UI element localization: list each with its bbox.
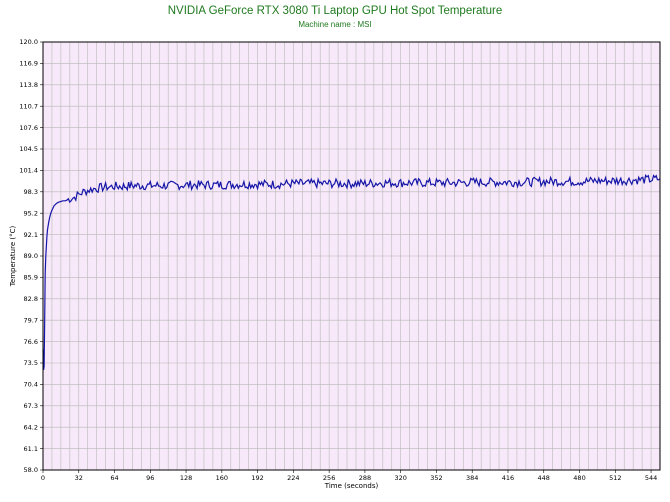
grid-lines	[43, 42, 660, 470]
chart-title: NVIDIA GeForce RTX 3080 Ti Laptop GPU Ho…	[167, 5, 503, 17]
x-axis-label: Time (seconds)	[324, 482, 379, 490]
y-tick-label: 116.9	[19, 60, 38, 68]
y-tick-label: 58.0	[24, 466, 38, 474]
y-tick-label: 104.5	[19, 145, 38, 153]
x-tick-label: 192	[251, 474, 263, 482]
x-tick-label: 224	[287, 474, 299, 482]
x-tick-label: 96	[146, 474, 154, 482]
y-axis-ticks: 120.0 116.9 113.8 110.7 107.6 104.5 101.4 98.3 9…	[19, 38, 43, 474]
x-tick-label: 0	[41, 474, 45, 482]
x-tick-label: 64	[110, 474, 118, 482]
x-tick-label: 544	[645, 474, 657, 482]
x-tick-label: 128	[180, 474, 192, 482]
y-tick-label: 79.7	[24, 316, 38, 324]
x-tick-label: 480	[573, 474, 585, 482]
y-tick-label: 113.8	[19, 81, 38, 89]
y-tick-label: 120.0	[19, 38, 38, 46]
y-tick-label: 92.1	[24, 231, 38, 239]
x-tick-label: 352	[430, 474, 442, 482]
x-tick-label: 32	[75, 474, 83, 482]
y-tick-label: 95.2	[24, 209, 38, 217]
y-tick-label: 76.6	[24, 338, 38, 346]
y-tick-label: 73.5	[24, 359, 38, 367]
y-axis-label: Temperature (°C)	[9, 226, 17, 288]
y-tick-label: 107.6	[19, 124, 38, 132]
y-tick-label: 70.4	[24, 381, 38, 389]
y-tick-label: 110.7	[19, 102, 38, 110]
y-tick-label: 64.2	[24, 423, 38, 431]
y-tick-label: 101.4	[19, 167, 38, 175]
y-tick-label: 82.8	[24, 295, 38, 303]
plot-border	[42, 41, 661, 471]
y-tick-label: 85.9	[24, 274, 38, 282]
chart-subtitle: Machine name : MSI	[298, 20, 372, 29]
y-tick-label: 67.3	[24, 402, 38, 410]
x-tick-label: 384	[466, 474, 478, 482]
y-tick-label: 89.0	[24, 252, 38, 260]
x-tick-label: 256	[323, 474, 335, 482]
x-tick-label: 288	[359, 474, 371, 482]
x-axis-ticks: 0 32 64 96 128 160 192 224 256 288 320 352 384 416 448…	[41, 470, 657, 482]
x-tick-label: 416	[502, 474, 514, 482]
x-tick-label: 448	[538, 474, 550, 482]
y-tick-label: 61.1	[24, 445, 38, 453]
y-tick-label: 98.3	[24, 188, 38, 196]
x-tick-label: 160	[216, 474, 228, 482]
x-tick-label: 512	[609, 474, 621, 482]
x-tick-label: 320	[394, 474, 406, 482]
series-line	[42, 174, 661, 370]
